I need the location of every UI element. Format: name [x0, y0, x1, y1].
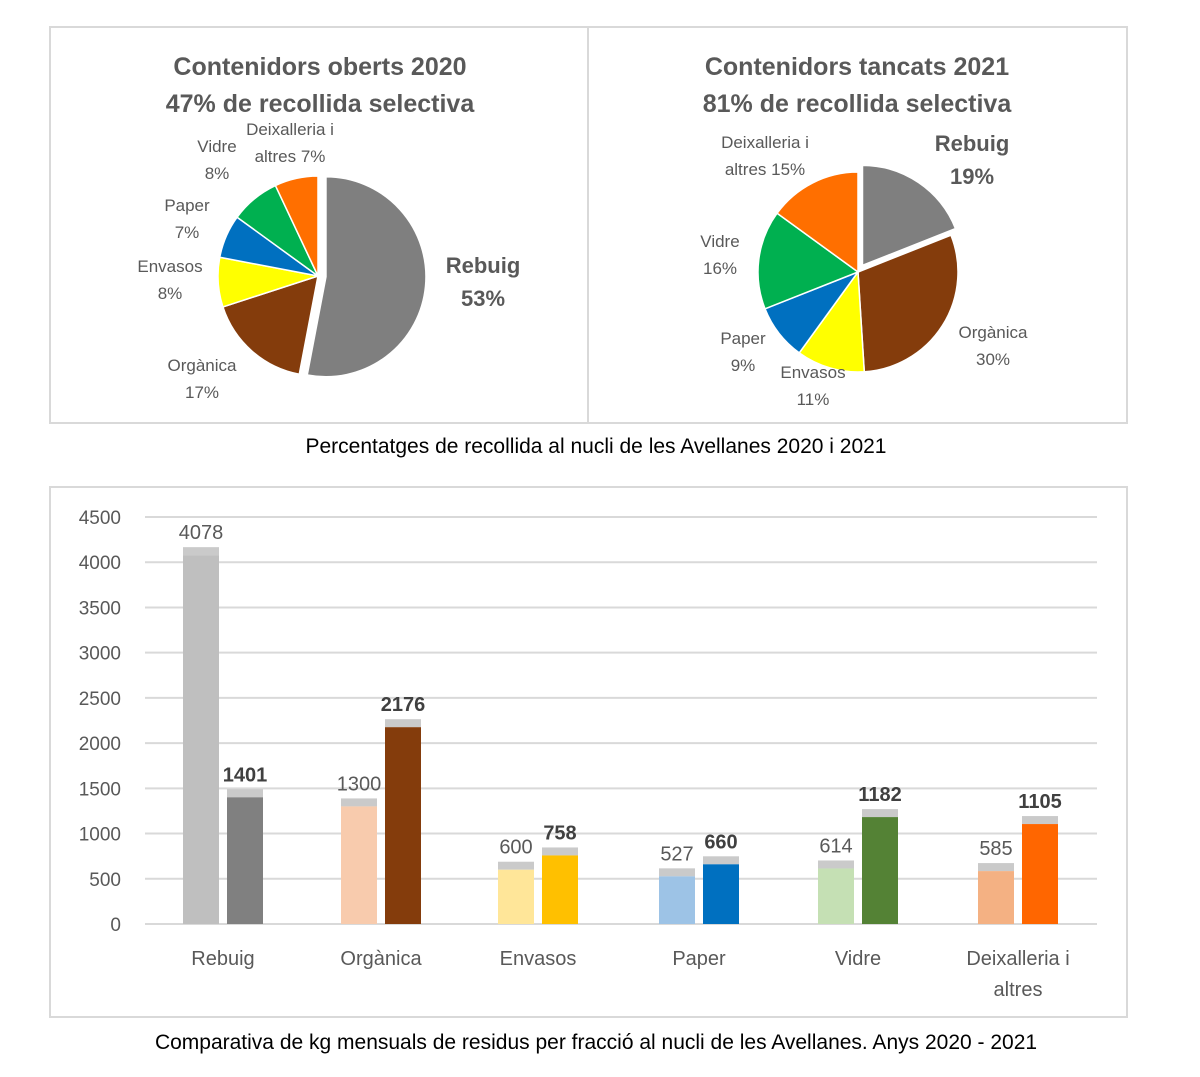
pie-label-envasos: Envasos — [137, 257, 202, 276]
bar-shadow — [703, 856, 739, 865]
pie-2020: Rebuig 53% Orgànica 17% Envasos 8% Paper 7% Vidr… — [137, 120, 520, 402]
pie-slice-vidre — [757, 212, 860, 310]
bar-rebuig-2020 — [183, 555, 219, 924]
bar-envasos-2020 — [498, 869, 534, 924]
pie-2021-title: Contenidors tancats 2021 — [705, 53, 1009, 81]
bar-shadow — [385, 719, 421, 728]
bar-shadow — [862, 809, 898, 818]
y-tick-label: 1500 — [79, 779, 121, 800]
bar-vidre-2021 — [862, 817, 898, 924]
pie-slice-organica — [221, 274, 319, 376]
data-label: 660 — [704, 831, 737, 853]
y-tick-label: 500 — [89, 870, 121, 891]
x-category-label: Deixalleria i — [966, 948, 1069, 970]
pie-2020-title: Contenidors oberts 2020 — [173, 53, 466, 81]
data-label: 527 — [660, 843, 693, 865]
pie-label-paper: Paper — [720, 329, 766, 348]
pie-2021-subtitle: 81% de recollida selectiva — [703, 90, 1013, 118]
pie-slice-rebuig — [306, 176, 427, 378]
data-label: 4078 — [179, 522, 224, 544]
y-tick-label: 3000 — [79, 644, 121, 665]
pie-slice-rebuig — [861, 164, 957, 267]
pie-label-organica: 17% — [185, 383, 219, 402]
pie-label-rebuig: Rebuig — [446, 253, 521, 278]
pie-label-organica: Orgànica — [959, 323, 1029, 342]
x-category-label: Vidre — [835, 948, 881, 970]
data-label: 2176 — [381, 694, 426, 716]
pie-label-envasos: 8% — [158, 284, 183, 303]
pie-label-rebuig: 53% — [461, 286, 505, 311]
pie-label-rebuig: 19% — [950, 164, 994, 189]
data-label: 614 — [819, 835, 852, 857]
pie-label-paper: 7% — [175, 223, 200, 242]
pie-label-envasos: Envasos — [780, 363, 845, 382]
pie-label-vidre: 16% — [703, 259, 737, 278]
pie-label-vidre: 8% — [205, 164, 230, 183]
data-label: 1182 — [858, 784, 901, 806]
bar-vidre-2020 — [818, 868, 854, 924]
bar-shadow — [978, 863, 1014, 872]
x-category-label: Envasos — [500, 948, 577, 970]
data-label: 1401 — [223, 764, 268, 786]
bar-rebuig-2021 — [227, 797, 263, 924]
pie-label-deixalleria-i-altres: altres 15% — [725, 160, 805, 179]
bar-panel-frame — [49, 486, 1128, 1018]
pie-label-organica: Orgànica — [168, 356, 238, 375]
bar-deixalleria-i-altres-2020 — [978, 871, 1014, 924]
y-tick-label: 4500 — [79, 508, 121, 529]
data-label: 758 — [543, 822, 576, 844]
bar-shadow — [1022, 816, 1058, 825]
bar-organica-2021 — [385, 727, 421, 924]
x-category-label: altres — [994, 979, 1043, 1001]
pie-label-deixalleria-i-altres: altres 7% — [255, 147, 326, 166]
bar-paper-2021 — [703, 864, 739, 924]
bar-shadow — [542, 847, 578, 856]
data-label: 1300 — [337, 773, 382, 795]
pie-2021: Rebuig 19% Orgànica 30% Envasos 11% Paper 9% Vid… — [700, 131, 1028, 409]
data-label: 600 — [499, 837, 532, 859]
bar-paper-2020 — [659, 876, 695, 924]
x-category-label: Paper — [672, 948, 726, 970]
bar-shadow — [341, 798, 377, 807]
y-tick-label: 4000 — [79, 553, 121, 574]
pie-label-organica: 30% — [976, 350, 1010, 369]
bar-shadow — [818, 860, 854, 869]
y-tick-label: 2000 — [79, 734, 121, 755]
bar-shadow — [227, 789, 263, 798]
pie-label-envasos: 11% — [797, 390, 830, 409]
y-tick-label: 0 — [110, 915, 121, 936]
pie-slice-envasos — [798, 269, 866, 373]
bar-deixalleria-i-altres-2021 — [1022, 824, 1058, 924]
pie-label-paper: Paper — [164, 196, 210, 215]
bar-chart: 0 500 1000 1500 2000 2500 3000 3500 4000 4500 4078… — [79, 508, 1097, 1001]
pie-2020-subtitle: 47% de recollida selectiva — [166, 90, 476, 118]
bar-shadow — [498, 861, 534, 870]
pie-label-vidre: Vidre — [700, 232, 739, 251]
bar-shadow — [183, 547, 219, 556]
y-tick-label: 2500 — [79, 689, 121, 710]
y-tick-label: 3500 — [79, 598, 121, 619]
pie-caption: Percentatges de recollida al nucli de le… — [305, 435, 886, 458]
pie-slice-deixalleria-i-altres — [274, 175, 319, 277]
data-label: 585 — [979, 838, 1012, 860]
pie-label-paper: 9% — [731, 356, 756, 375]
x-category-label: Orgànica — [340, 948, 422, 970]
pie-slice-organica — [857, 234, 959, 373]
pie-slice-deixalleria-i-altres — [776, 171, 859, 274]
bar-shadow — [659, 868, 695, 877]
bar-envasos-2021 — [542, 855, 578, 924]
pie-label-deixalleria-i-altres: Deixalleria i — [721, 133, 809, 152]
pie-label-vidre: Vidre — [197, 137, 236, 156]
bar-organica-2020 — [341, 806, 377, 924]
pie-label-rebuig: Rebuig — [935, 131, 1010, 156]
pie-label-deixalleria-i-altres: Deixalleria i — [246, 120, 334, 139]
bar-caption: Comparativa de kg mensuals de residus pe… — [155, 1031, 1037, 1054]
y-tick-label: 1000 — [79, 825, 121, 846]
x-category-label: Rebuig — [191, 948, 254, 970]
data-label: 1105 — [1018, 791, 1061, 813]
